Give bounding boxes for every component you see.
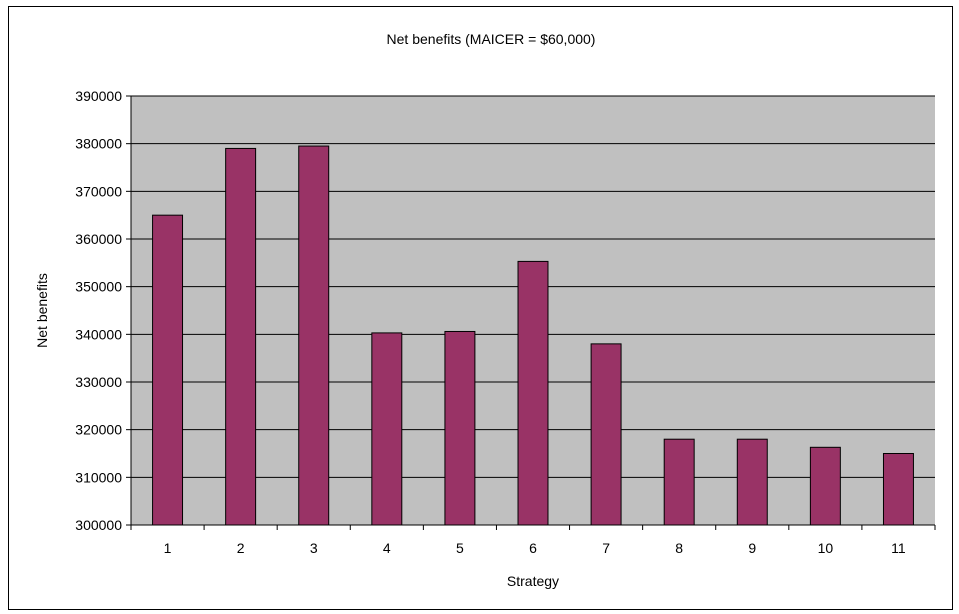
- x-tick-label: 10: [818, 540, 834, 556]
- x-tick-label: 3: [310, 540, 318, 556]
- chart-title: Net benefits (MAICER = $60,000): [387, 31, 596, 47]
- x-tick-label: 4: [383, 540, 391, 556]
- bar-strategy-6: [517, 260, 549, 526]
- x-tick-label: 1: [164, 540, 172, 556]
- bar-strategy-11: [882, 453, 914, 526]
- x-tick-label: 2: [237, 540, 245, 556]
- x-tick-label: 9: [748, 540, 756, 556]
- y-tick-labels: 300000 310000 320000 330000 340000 350000 3600…: [75, 88, 122, 533]
- y-tick-label: 340000: [75, 326, 122, 342]
- y-tick-label: 300000: [75, 517, 122, 533]
- bar-strategy-5: [444, 330, 476, 526]
- y-tick-label: 360000: [75, 231, 122, 247]
- x-tick-labels: 1 2 3 4 5 6 7 8 9 10 11: [164, 540, 906, 556]
- bar-strategy-1: [152, 214, 184, 526]
- bars: [152, 145, 914, 526]
- bar-strategy-9: [736, 438, 768, 526]
- bar-strategy-2: [225, 147, 257, 526]
- x-tick-label: 11: [891, 540, 906, 556]
- bar-strategy-4: [371, 332, 403, 526]
- bar-strategy-7: [590, 343, 622, 526]
- bar-strategy-10: [809, 446, 841, 526]
- y-tick-label: 380000: [75, 136, 122, 152]
- x-tick-label: 8: [675, 540, 683, 556]
- x-tick-label: 5: [456, 540, 464, 556]
- x-tick-label: 7: [602, 540, 610, 556]
- y-tick-label: 320000: [75, 422, 122, 438]
- bar-strategy-3: [298, 145, 330, 526]
- y-tick-label: 370000: [75, 183, 122, 199]
- y-axis-label: Net benefits: [34, 273, 50, 348]
- y-tick-label: 310000: [75, 469, 122, 485]
- x-tick-label: 6: [529, 540, 537, 556]
- axes: [126, 95, 936, 530]
- y-tick-label: 330000: [75, 374, 122, 390]
- y-tick-label: 390000: [75, 88, 122, 104]
- y-tick-label: 350000: [75, 279, 122, 295]
- bar-strategy-8: [663, 438, 695, 526]
- x-axis-label: Strategy: [507, 573, 559, 589]
